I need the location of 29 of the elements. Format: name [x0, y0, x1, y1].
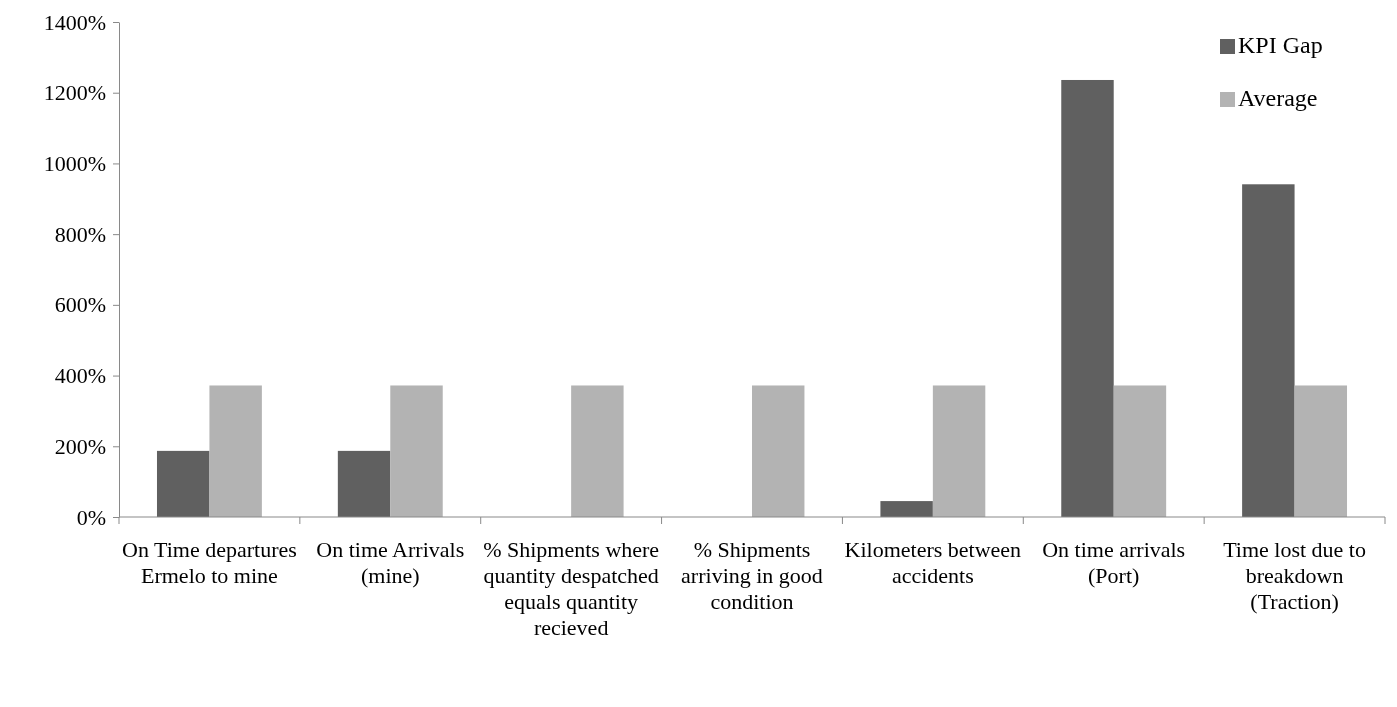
y-tick-label: 800%: [54, 221, 106, 247]
bar: [390, 385, 443, 517]
x-tick-label: On time Arrivals (mine): [316, 537, 465, 588]
x-tick-label: % Shipments arriving in good condition: [681, 537, 823, 614]
x-tick-label: Time lost due to breakdown (Traction): [1223, 537, 1366, 614]
bar: [1113, 385, 1167, 517]
bar: [1242, 184, 1295, 517]
y-tick-label: 1000%: [43, 150, 106, 176]
bar: [932, 385, 986, 517]
bar: [337, 450, 391, 517]
x-tick-label: % Shipments where quantity despatched equals quantity recieved: [483, 537, 660, 640]
y-tick-label: 200%: [54, 433, 106, 459]
y-tick-label: 1400%: [43, 9, 106, 35]
y-tick-label: 600%: [54, 292, 106, 318]
bar: [1061, 79, 1114, 517]
legend-label: Average: [1238, 85, 1318, 111]
bar: [752, 385, 805, 517]
y-tick-label: 400%: [54, 363, 106, 389]
bar: [156, 450, 210, 517]
x-tick-label: On Time departures Ermelo to mine: [122, 537, 297, 588]
bar: [571, 385, 624, 517]
y-tick-label: 1200%: [43, 80, 106, 106]
bar: [1294, 385, 1348, 517]
legend-label: KPI Gap: [1238, 32, 1323, 58]
bar: [209, 385, 262, 517]
x-tick-label: On time arrivals (Port): [1042, 537, 1186, 588]
bar: [880, 501, 933, 517]
x-tick-label: Kilometers between accidents: [844, 537, 1022, 588]
y-tick-label: 0%: [76, 504, 106, 530]
